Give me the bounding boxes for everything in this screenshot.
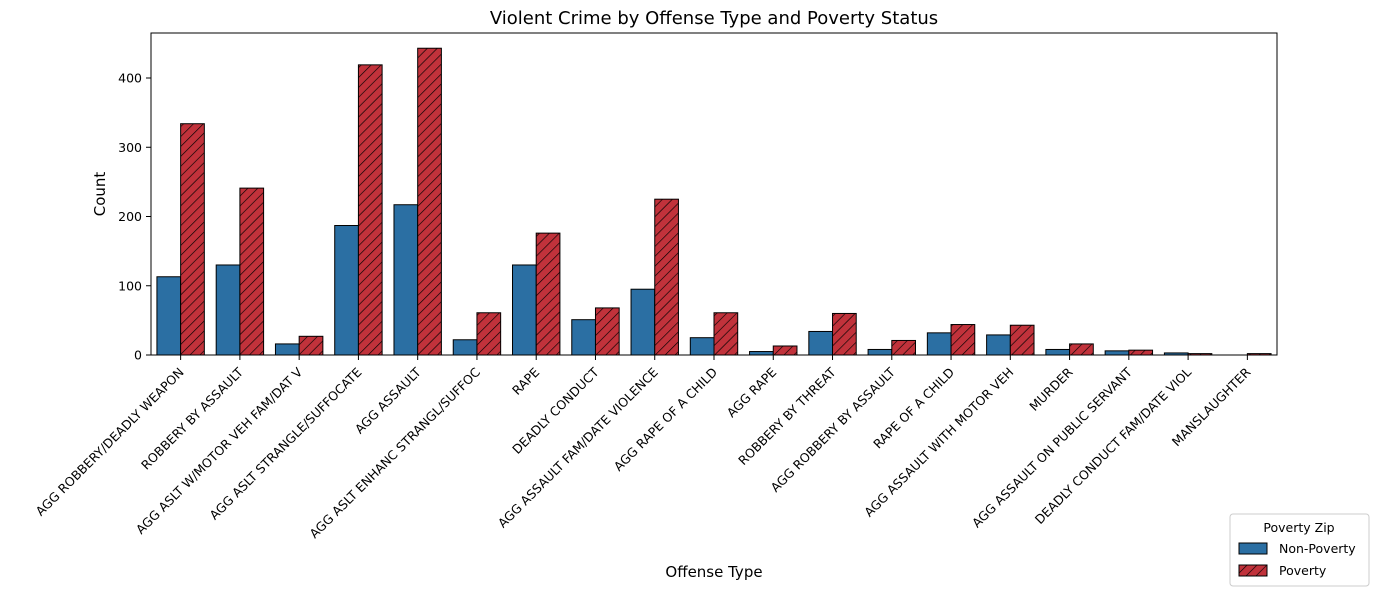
- bar-hatch-poverty-13: [950, 324, 976, 356]
- x-tick-label-11: ROBBERY BY THREAT: [735, 364, 839, 468]
- bar-hatch-poverty-10: [772, 345, 798, 356]
- legend-swatch-poverty-hatch: [1238, 564, 1268, 577]
- x-tick-label-15: MURDER: [1026, 364, 1076, 414]
- bar-non-poverty-1: [215, 264, 241, 356]
- x-tick-label-10: AGG RAPE: [724, 364, 780, 420]
- legend-swatch-non-poverty: [1238, 542, 1268, 555]
- bar-hatch-poverty-12: [891, 339, 916, 356]
- bar-hatch-poverty-2: [298, 335, 324, 356]
- y-axis: 0 100 200 300 400: [118, 71, 151, 363]
- bar-non-poverty-2: [274, 343, 300, 356]
- bar-non-poverty-13: [926, 332, 952, 356]
- x-tick-label-1: ROBBERY BY ASSAULT: [138, 364, 246, 472]
- bar-hatch-poverty-15: [1069, 343, 1094, 356]
- y-tick-label-100: 100: [118, 278, 142, 293]
- bar-non-poverty-8: [630, 288, 656, 356]
- legend-label-poverty: Poverty: [1279, 563, 1327, 578]
- plot-frame: [150, 32, 1278, 356]
- bar-hatch-poverty-3: [357, 64, 383, 356]
- bar-non-poverty-3: [334, 225, 359, 356]
- y-tick-label-400: 400: [118, 71, 142, 86]
- y-tick-label-0: 0: [134, 348, 142, 363]
- bar-hatch-poverty-5: [476, 312, 502, 356]
- bar-hatch-poverty-9: [713, 312, 739, 356]
- x-tick-label-9: AGG RAPE OF A CHILD: [611, 365, 720, 474]
- bar-hatch-poverty-8: [654, 198, 679, 356]
- bar-hatch-poverty-16: [1128, 349, 1154, 356]
- bar-hatch-poverty-6: [535, 232, 561, 356]
- legend: Poverty Zip Non-Poverty Poverty: [1229, 513, 1370, 587]
- bar-non-poverty-15: [1045, 348, 1071, 356]
- bar-non-poverty-11: [808, 330, 834, 356]
- bar-hatch-poverty-14: [1009, 324, 1035, 356]
- bar-non-poverty-12: [867, 348, 893, 356]
- bar-non-poverty-9: [689, 337, 715, 356]
- legend-label-non-poverty: Non-Poverty: [1279, 541, 1356, 556]
- chart-title: Violent Crime by Offense Type and Povert…: [490, 8, 938, 29]
- x-axis-label: Offense Type: [665, 563, 762, 581]
- y-tick-label-200: 200: [118, 209, 142, 224]
- bar-non-poverty-0: [156, 276, 182, 356]
- bar-non-poverty-7: [571, 319, 596, 356]
- y-axis-label: Count: [91, 172, 109, 217]
- bars-group: [156, 47, 1272, 356]
- bar-non-poverty-16: [1104, 350, 1130, 356]
- bar-non-poverty-6: [512, 264, 537, 356]
- bar-hatch-poverty-7: [594, 307, 620, 356]
- bar-non-poverty-4: [393, 204, 419, 356]
- bar-hatch-poverty-11: [832, 312, 857, 356]
- bar-non-poverty-5: [452, 339, 478, 356]
- legend-title: Poverty Zip: [1263, 520, 1334, 535]
- bar-hatch-poverty-1: [239, 187, 265, 356]
- x-tick-label-12: AGG ROBBERY BY ASSAULT: [767, 364, 898, 495]
- bar-hatch-poverty-0: [180, 123, 205, 356]
- bar-hatch-poverty-4: [417, 47, 442, 356]
- x-tick-label-6: RAPE: [509, 364, 542, 397]
- y-tick-label-300: 300: [118, 140, 142, 155]
- bar-non-poverty-10: [749, 351, 774, 356]
- bar-non-poverty-14: [986, 334, 1011, 356]
